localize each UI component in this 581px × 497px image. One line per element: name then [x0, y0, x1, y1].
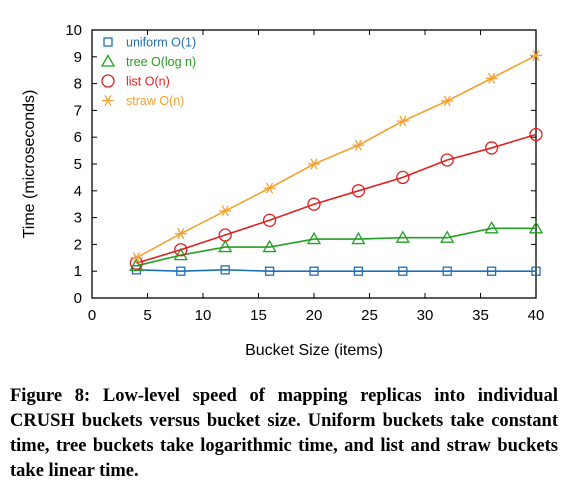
series-circle [129, 127, 543, 270]
data-point [352, 139, 365, 151]
legend-marker [102, 94, 114, 107]
x-tick-label: 25 [361, 307, 378, 324]
data-point [529, 127, 543, 142]
data-point [528, 221, 544, 234]
legend-label: list O(n) [126, 75, 170, 89]
star-arm [399, 115, 407, 127]
y-tick-label: 8 [74, 76, 82, 93]
y-tick-label: 5 [74, 156, 82, 173]
data-point [442, 266, 452, 276]
legend-label: straw O(n) [126, 94, 184, 108]
y-tick-label: 1 [74, 263, 82, 280]
legend-item: uniform O(1) [103, 36, 196, 50]
series-line [136, 54, 537, 259]
x-tick-label: 20 [306, 307, 323, 324]
data-point [398, 266, 408, 276]
star-arm [104, 94, 112, 107]
legend-label: tree O(log n) [126, 55, 196, 69]
data-point [218, 228, 232, 242]
star-arm [532, 49, 540, 61]
figure-caption: Figure 8: Low-level speed of mapping rep… [10, 386, 558, 481]
data-point [484, 141, 499, 155]
data-point [395, 230, 410, 243]
x-tick-label: 15 [250, 307, 267, 324]
star-arm [221, 205, 229, 217]
data-point [263, 182, 276, 194]
star-arm [177, 228, 185, 240]
data-point [530, 49, 542, 61]
y-tick-label: 7 [74, 102, 82, 119]
data-point [396, 170, 410, 185]
data-point [176, 266, 186, 276]
x-tick-label: 5 [143, 307, 151, 324]
data-point [218, 239, 233, 253]
x-tick-label: 30 [417, 307, 434, 324]
data-point [174, 243, 188, 257]
legend-item: straw O(n) [102, 94, 184, 108]
data-point [440, 153, 454, 167]
y-tick-label: 9 [74, 49, 82, 66]
star-arm [132, 252, 140, 264]
star-arm [354, 139, 362, 151]
series-layer [129, 49, 544, 276]
legend-item: list O(n) [101, 74, 170, 89]
x-axis-title: Bucket Size (items) [245, 342, 383, 359]
data-point [262, 213, 277, 227]
data-point [351, 184, 366, 198]
data-point [440, 230, 455, 243]
series-line [136, 227, 536, 267]
data-point [219, 205, 232, 217]
chart: 0 5 10 15 20 25 30 35 40 0 1 2 3 4 5 6 7 8 9 10 uniform O(… [21, 22, 545, 359]
y-tick-label: 2 [74, 236, 82, 253]
legend-marker [101, 74, 115, 88]
star-arm [443, 95, 451, 107]
x-tick-label: 35 [472, 307, 489, 324]
y-tick-label: 10 [65, 22, 82, 39]
x-axis-ticks: 0 5 10 15 20 25 30 35 40 [88, 30, 545, 324]
data-point [484, 221, 499, 234]
star-arm [488, 72, 496, 84]
x-tick-label: 0 [88, 307, 96, 324]
x-tick-label: 40 [528, 307, 545, 324]
data-point [308, 158, 320, 170]
star-arm [266, 182, 274, 194]
data-point [441, 95, 454, 107]
y-axis-ticks: 0 1 2 3 4 5 6 7 8 9 10 [65, 22, 536, 307]
series-star [130, 49, 542, 264]
series-square [131, 265, 541, 276]
data-point [396, 115, 409, 127]
legend-marker [100, 54, 116, 67]
star-arm [310, 158, 318, 170]
legend-item: tree O(log n) [100, 54, 196, 69]
legend: uniform O(1) tree O(log n) list O(n) straw … [100, 36, 196, 108]
x-tick-label: 10 [195, 307, 212, 324]
data-point [264, 266, 275, 276]
data-point [531, 266, 541, 276]
data-point [485, 72, 498, 84]
y-axis-title: Time (microseconds) [21, 90, 38, 239]
data-point [307, 197, 321, 211]
data-point [351, 231, 366, 245]
series-triangle [129, 221, 544, 271]
series-line [136, 133, 537, 264]
data-point [309, 266, 319, 276]
data-point [174, 228, 187, 240]
legend-label: uniform O(1) [126, 36, 196, 50]
data-point [262, 239, 277, 253]
data-point [306, 231, 322, 245]
y-tick-label: 6 [74, 129, 82, 146]
y-tick-label: 0 [74, 290, 82, 307]
series-line [136, 269, 536, 273]
data-point [486, 266, 497, 276]
data-point [129, 258, 144, 271]
data-point [353, 266, 364, 276]
y-tick-label: 4 [74, 183, 82, 200]
data-point [130, 252, 143, 264]
data-point [220, 265, 230, 275]
legend-marker [103, 37, 113, 47]
y-tick-label: 3 [74, 210, 82, 227]
